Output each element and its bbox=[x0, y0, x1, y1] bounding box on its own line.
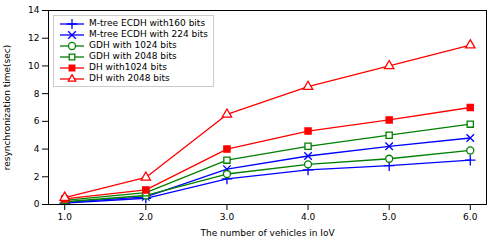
html-text:M-tree ECDH with160 bits: M-tree ECDH with160 bits bbox=[89, 18, 206, 28]
svg-text:3.0: 3.0 bbox=[220, 212, 235, 222]
html-text:GDH with 1024 bits: GDH with 1024 bits bbox=[89, 40, 177, 50]
svg-text:0: 0 bbox=[34, 199, 40, 209]
svg-text:6: 6 bbox=[34, 116, 40, 126]
svg-text:resynchronization time(sec): resynchronization time(sec) bbox=[2, 45, 12, 171]
svg-text:1.0: 1.0 bbox=[58, 212, 73, 222]
svg-text:2: 2 bbox=[34, 172, 40, 182]
svg-text:5.0: 5.0 bbox=[382, 212, 397, 222]
svg-text:14: 14 bbox=[28, 5, 40, 15]
svg-text:10: 10 bbox=[28, 61, 40, 71]
svg-text:2.0: 2.0 bbox=[139, 212, 154, 222]
svg-text:4: 4 bbox=[34, 144, 40, 154]
svg-text:8: 8 bbox=[34, 89, 40, 99]
svg-text:The number of vehicles in IoV: The number of vehicles in IoV bbox=[199, 228, 335, 238]
svg-text:6.0: 6.0 bbox=[463, 212, 478, 222]
svg-text:4.0: 4.0 bbox=[301, 212, 316, 222]
svg-text:12: 12 bbox=[28, 33, 39, 43]
html-text:DH with1024 bits: DH with1024 bits bbox=[89, 62, 167, 72]
html-text:M-tree ECDH with 224 bits: M-tree ECDH with 224 bits bbox=[89, 29, 208, 39]
html-text:GDH with 2048 bits: GDH with 2048 bits bbox=[89, 51, 177, 61]
html-text:DH with 2048 bits: DH with 2048 bits bbox=[89, 73, 170, 83]
